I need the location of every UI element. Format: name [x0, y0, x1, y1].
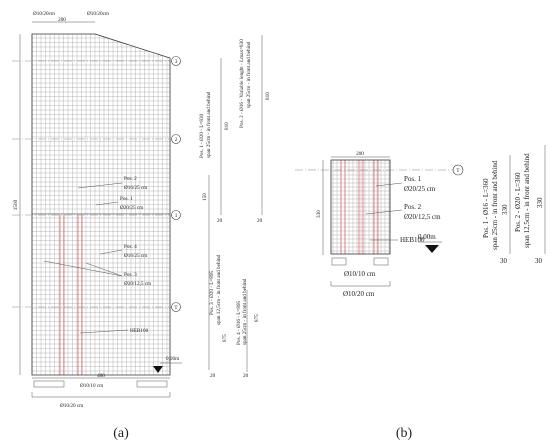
- schedule-pos4-length: 875: [254, 314, 260, 322]
- panel-a-caption: (a): [113, 426, 129, 441]
- panel-b-heb-lines: [340, 160, 379, 254]
- panel-b-caption: (b): [396, 426, 413, 441]
- callout-leader-pos3-a: [43, 260, 123, 277]
- schedule-pos3-length: 875: [222, 334, 228, 342]
- schedule-pos1-line1: Pos. 1 - Ø20 - L=830: [199, 113, 205, 158]
- b-callout-leader-pos2: [365, 209, 403, 215]
- schedule-pos2-line2: span 25cm - in front and behind: [245, 41, 252, 108]
- schedule-dim-20-b: 20: [257, 218, 263, 224]
- b-height-label: 330: [316, 210, 322, 218]
- height-label: 1500: [13, 199, 19, 210]
- schedule-pos2-line1: Pos. 2 - Ø16 - Variable lenght - Lmax=83…: [239, 39, 245, 128]
- level-label-a: 0,00m: [166, 356, 179, 362]
- schedule-dim-150: 150: [202, 193, 208, 201]
- axis-marker-1: [171, 210, 181, 220]
- schedule-dim-20-c: 20: [210, 373, 216, 379]
- b-callout-pos1-line1: Pos. 1: [404, 175, 422, 183]
- schedule-pos1-line2: span 25cm - in front and behind: [205, 91, 212, 158]
- bottom-label-1: Ø10/10 cm: [80, 383, 103, 389]
- panel-b: 200 330 T Pos. 1 Ø20/25 cm Pos. 2 Ø20/12…: [295, 145, 546, 441]
- panel-a: Ø10/20cm Ø10/20cm 200 1500 3 2 1 T Pos. …: [12, 11, 271, 441]
- callout-leader-pos1: [95, 201, 119, 206]
- panel-a-outline: [31, 33, 171, 376]
- panel-b-bar-schedule: Pos. 1 - Ø16 - L=360 span 25cm - in fron…: [482, 145, 546, 265]
- panel-b-stirrup-boxes: [331, 257, 389, 266]
- callout-pos3-line2: Ø20/12,5 cm: [124, 281, 151, 287]
- panel-b-outline: [330, 159, 391, 255]
- b-schedule-dim-30-a: 30: [500, 257, 508, 265]
- callout-pos2-line1: Pos. 2: [124, 176, 137, 182]
- b-schedule-pos2-line1: Pos. 2 - Ø20 - L=360: [514, 172, 522, 232]
- schedule-pos4-line1: Pos. 4 - Ø16 - L=895: [236, 300, 242, 345]
- axis-label-3: 3: [175, 59, 178, 65]
- callout-heb-label: HEB100: [130, 328, 149, 334]
- b-callout-leader-pos1: [375, 182, 403, 187]
- b-schedule-pos2-line2: span 12,5cm - in front and behind: [523, 153, 531, 248]
- panel-a-bar-schedule: Pos. 1 - Ø20 - L=830 span 25cm - in fron…: [199, 35, 271, 379]
- top-label-1: Ø10/20cm: [33, 11, 55, 17]
- axis-marker-3: [171, 56, 181, 66]
- schedule-dim-20-d: 20: [243, 373, 249, 379]
- b-bottom-bracket: [330, 281, 391, 287]
- top-width-label: 200: [58, 17, 66, 23]
- panel-a-stirrup-boxes: [33, 380, 168, 388]
- b-axis-label-t: T: [456, 168, 460, 174]
- b-level-triangle: [425, 245, 439, 253]
- callout-leader-pos4: [99, 249, 123, 255]
- axis-label-t: T: [174, 305, 178, 311]
- schedule-dim-20-a: 20: [217, 218, 223, 224]
- panel-a-heb-lines: [59, 215, 83, 375]
- axis-marker-t: [171, 302, 181, 312]
- schedule-pos1-length: 810: [224, 122, 230, 130]
- b-callout-heb-label: HEB100: [400, 236, 425, 244]
- bottom-bracket: [31, 392, 171, 398]
- b-callout-pos1-line2: Ø20/25 cm: [404, 185, 436, 193]
- top-label-2: Ø10/20cm: [87, 11, 109, 17]
- b-schedule-pos1-line2: span 25cm - in front and behind: [491, 160, 499, 250]
- b-callout-pos2-line2: Ø20/12,5 cm: [404, 213, 441, 221]
- b-level-label: 0,00m: [418, 233, 436, 241]
- b-schedule-dim-30-b: 30: [535, 257, 543, 265]
- bottom-width-label: 400: [97, 373, 105, 379]
- schedule-pos4-line2: span 25cm - in front and behind: [241, 278, 248, 345]
- b-width-label: 200: [356, 151, 364, 157]
- axis-label-1: 1: [175, 213, 178, 219]
- callout-leader-heb: [79, 329, 129, 334]
- b-bottom-label-1: Ø10/10 cm: [344, 270, 376, 278]
- b-schedule-pos1-length: 330: [501, 204, 509, 215]
- callout-pos1-line1: Pos. 1: [120, 196, 133, 202]
- axis-label-2: 2: [175, 137, 178, 143]
- schedule-pos3-line2: span 12,5cm - in front and behind: [215, 254, 222, 325]
- callout-pos3-line1: Pos. 3: [124, 272, 137, 278]
- callout-pos2-line2: Ø16/25 cm: [124, 185, 147, 191]
- b-schedule-pos1-line1: Pos. 1 - Ø16 - L=360: [482, 178, 490, 238]
- b-schedule-pos2-length: 330: [536, 197, 544, 208]
- b-bottom-label-2: Ø10/20 cm: [343, 290, 375, 298]
- callout-pos4-line2: Ø16/25 cm: [124, 253, 147, 259]
- bottom-label-2: Ø10/20 cm: [60, 403, 83, 409]
- callout-leader-pos2: [77, 182, 123, 189]
- callout-pos4-line1: Pos. 4: [124, 244, 137, 250]
- axis-marker-2: [171, 134, 181, 144]
- schedule-pos2-length: 810: [265, 92, 271, 100]
- panel-a-mesh: [31, 34, 170, 375]
- callout-pos1-line2: Ø20/25 cm: [120, 205, 143, 211]
- b-callout-pos2-line1: Pos. 2: [404, 203, 422, 211]
- level-triangle-a: [153, 366, 163, 373]
- schedule-pos3-line1: Pos. 3 - Ø20 - L=895: [209, 270, 215, 315]
- b-axis-marker-t: [452, 164, 464, 176]
- callout-leader-pos3-b: [85, 262, 123, 277]
